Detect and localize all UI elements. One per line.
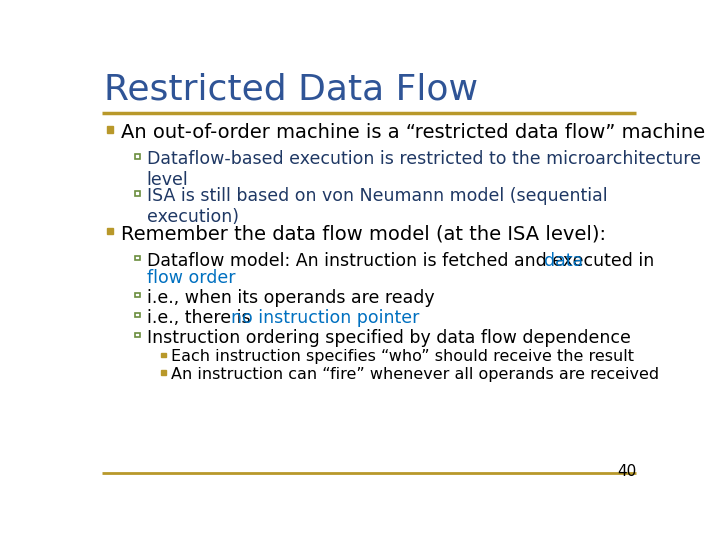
Text: i.e., when its operands are ready: i.e., when its operands are ready — [147, 289, 434, 307]
Bar — [161, 370, 166, 375]
Bar — [135, 191, 140, 195]
Bar — [135, 313, 140, 318]
Text: 40: 40 — [617, 464, 636, 479]
Bar — [107, 126, 113, 132]
Bar — [107, 228, 113, 234]
Bar — [161, 353, 166, 357]
Bar — [135, 333, 140, 338]
Text: i.e., there is: i.e., there is — [147, 309, 256, 327]
Text: An out-of-order machine is a “restricted data flow” machine: An out-of-order machine is a “restricted… — [121, 123, 705, 141]
Text: ISA is still based on von Neumann model (sequential
execution): ISA is still based on von Neumann model … — [147, 187, 607, 226]
Bar — [135, 256, 140, 260]
Bar — [135, 154, 140, 159]
Text: Dataflow-based execution is restricted to the microarchitecture
level: Dataflow-based execution is restricted t… — [147, 150, 701, 189]
Text: An instruction can “fire” whenever all operands are received: An instruction can “fire” whenever all o… — [171, 367, 659, 382]
Text: flow order: flow order — [147, 269, 235, 287]
Text: Each instruction specifies “who” should receive the result: Each instruction specifies “who” should … — [171, 349, 634, 364]
Text: data: data — [544, 252, 583, 270]
Text: Remember the data flow model (at the ISA level):: Remember the data flow model (at the ISA… — [121, 224, 606, 243]
Text: no instruction pointer: no instruction pointer — [231, 309, 420, 327]
Bar — [135, 293, 140, 298]
Text: Dataflow model: An instruction is fetched and executed in: Dataflow model: An instruction is fetche… — [147, 252, 660, 270]
Text: Instruction ordering specified by data flow dependence: Instruction ordering specified by data f… — [147, 329, 631, 347]
Text: Restricted Data Flow: Restricted Data Flow — [104, 72, 478, 106]
